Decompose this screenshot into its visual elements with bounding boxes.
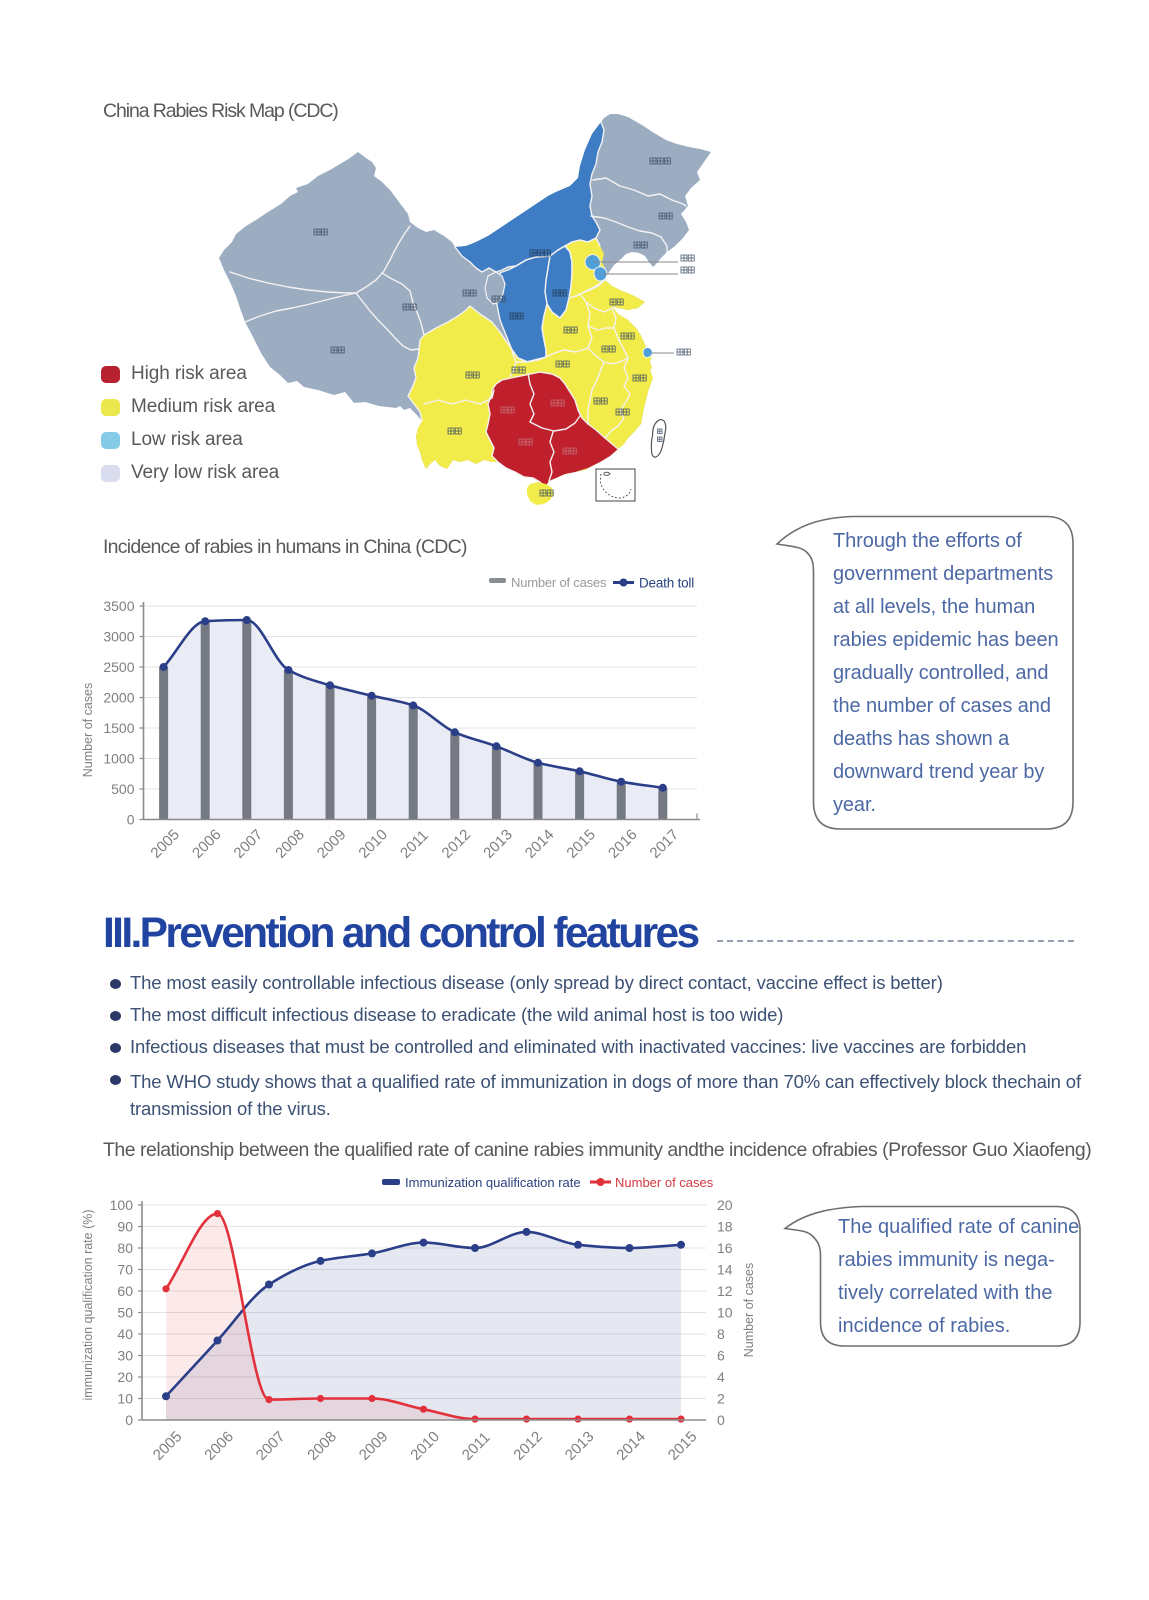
svg-text:immunization qualification rat: immunization qualification rate (%): [81, 1209, 95, 1400]
svg-text:2017: 2017: [647, 826, 683, 862]
svg-text:2000: 2000: [103, 690, 134, 706]
svg-text:2010: 2010: [355, 826, 391, 862]
svg-text:8: 8: [717, 1326, 725, 1342]
svg-text:2016: 2016: [605, 826, 641, 862]
svg-text:0: 0: [127, 812, 135, 828]
svg-text:2007: 2007: [231, 826, 267, 862]
svg-text:500: 500: [111, 781, 135, 797]
svg-text:18: 18: [717, 1219, 733, 1235]
svg-text:Death toll: Death toll: [639, 576, 694, 591]
svg-text:40: 40: [117, 1326, 133, 1342]
svg-text:90: 90: [117, 1219, 133, 1235]
svg-text:0: 0: [717, 1412, 725, 1428]
svg-text:2008: 2008: [304, 1428, 340, 1464]
svg-text:0: 0: [125, 1412, 133, 1428]
svg-text:2012: 2012: [510, 1428, 546, 1464]
svg-text:10: 10: [117, 1391, 133, 1407]
svg-text:2006: 2006: [189, 826, 225, 862]
svg-text:2015: 2015: [563, 826, 599, 862]
svg-text:Number of cases: Number of cases: [81, 683, 95, 777]
svg-text:2009: 2009: [314, 826, 350, 862]
svg-text:2012: 2012: [439, 826, 475, 862]
svg-text:20: 20: [717, 1197, 733, 1213]
svg-text:2009: 2009: [356, 1428, 392, 1464]
svg-text:2006: 2006: [201, 1428, 237, 1464]
svg-text:2010: 2010: [407, 1428, 443, 1464]
svg-text:50: 50: [117, 1305, 133, 1321]
svg-text:6: 6: [717, 1348, 725, 1364]
svg-text:2015: 2015: [665, 1428, 701, 1464]
svg-text:2011: 2011: [459, 1429, 494, 1464]
svg-text:2007: 2007: [253, 1428, 289, 1464]
svg-text:Number of cases: Number of cases: [511, 575, 607, 590]
svg-text:100: 100: [110, 1197, 134, 1213]
svg-text:Number of cases: Number of cases: [742, 1263, 756, 1357]
svg-text:Number of cases: Number of cases: [615, 1175, 714, 1190]
svg-text:14: 14: [717, 1262, 733, 1278]
svg-text:1000: 1000: [103, 751, 134, 767]
svg-text:80: 80: [117, 1240, 133, 1256]
svg-text:2005: 2005: [150, 1428, 186, 1464]
svg-text:2008: 2008: [272, 826, 308, 862]
svg-text:Immunization qualification rat: Immunization qualification rate: [405, 1175, 581, 1190]
svg-text:10: 10: [717, 1305, 733, 1321]
svg-text:2500: 2500: [103, 659, 134, 675]
svg-text:16: 16: [717, 1240, 733, 1256]
svg-text:12: 12: [717, 1283, 733, 1299]
svg-text:60: 60: [117, 1283, 133, 1299]
svg-text:70: 70: [117, 1262, 133, 1278]
svg-text:20: 20: [117, 1369, 133, 1385]
svg-text:2014: 2014: [613, 1428, 649, 1464]
svg-text:2013: 2013: [480, 826, 516, 862]
svg-text:1500: 1500: [103, 720, 134, 736]
svg-text:2014: 2014: [522, 826, 558, 862]
svg-text:3500: 3500: [103, 598, 134, 614]
svg-text:2: 2: [717, 1391, 725, 1407]
svg-text:2011: 2011: [397, 827, 432, 862]
svg-text:4: 4: [717, 1369, 725, 1385]
svg-text:2013: 2013: [562, 1428, 598, 1464]
svg-text:2005: 2005: [147, 826, 183, 862]
svg-text:3000: 3000: [103, 629, 134, 645]
svg-text:30: 30: [117, 1348, 133, 1364]
